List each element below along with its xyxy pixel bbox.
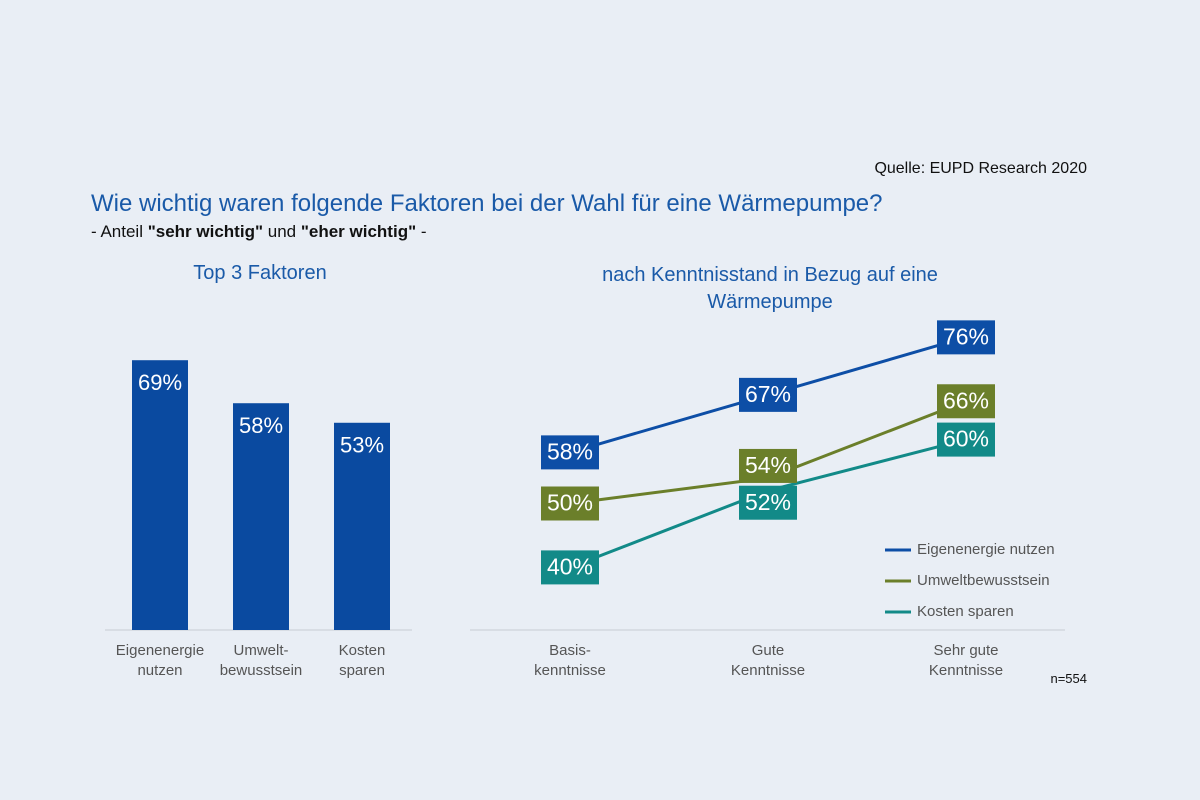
legend-label: Eigenenergie nutzen xyxy=(917,541,1055,558)
bar xyxy=(233,403,289,630)
chart-title: nach Kenntnisstand in Bezug auf eine Wär… xyxy=(602,264,938,313)
value-label: 40% xyxy=(547,553,593,579)
x-tick-label: Sehr gute xyxy=(933,642,998,659)
value-label: 76% xyxy=(943,323,989,349)
main-title: Wie wichtig waren folgende Faktoren bei … xyxy=(91,190,883,217)
value-box xyxy=(937,384,995,419)
x-tick-label: Umwelt- xyxy=(234,642,289,659)
source: Quelle: EUPD Research 2020 xyxy=(874,160,1087,177)
value-box xyxy=(541,435,599,470)
subtitle-part: - xyxy=(416,222,427,241)
x-tick-label: sparen xyxy=(339,662,385,679)
value-label: 67% xyxy=(745,381,791,407)
legend-label: Umweltbewusstsein xyxy=(917,572,1050,589)
value-box xyxy=(739,377,797,412)
x-tick-label: nutzen xyxy=(137,662,182,679)
value-box xyxy=(937,422,995,457)
value-label: 58% xyxy=(547,438,593,464)
value-label: 52% xyxy=(745,489,791,515)
value-label: 69% xyxy=(138,370,182,395)
x-tick-label: bewusstsein xyxy=(220,662,303,679)
x-tick-label: Basis- xyxy=(549,642,591,659)
subtitle-part: "sehr wichtig" xyxy=(147,222,264,241)
x-tick-label: Kosten xyxy=(339,642,386,659)
x-tick-label: Eigenenergie xyxy=(116,642,204,659)
bar xyxy=(132,360,188,630)
chart-title: Top 3 Faktoren xyxy=(193,262,327,284)
value-label: 53% xyxy=(340,433,384,458)
x-tick-label: kenntnisse xyxy=(534,662,606,679)
value-label: 54% xyxy=(745,452,791,478)
bar xyxy=(334,422,390,630)
x-tick-label: Kenntnisse xyxy=(929,662,1003,679)
subtitle: - Anteil "sehr wichtig" und "eher wichti… xyxy=(91,222,427,242)
value-label: 66% xyxy=(943,387,989,413)
x-tick-label: Gute xyxy=(752,642,785,659)
value-box xyxy=(541,550,599,585)
subtitle-part: und xyxy=(263,222,301,241)
value-box xyxy=(739,485,797,520)
x-tick-label: Kenntnisse xyxy=(731,662,805,679)
subtitle-part: - Anteil xyxy=(91,222,148,241)
value-label: 58% xyxy=(239,413,283,438)
value-box xyxy=(541,486,599,521)
value-box xyxy=(937,320,995,355)
value-box xyxy=(739,448,797,483)
value-label: 60% xyxy=(943,426,989,452)
legend-label: Kosten sparen xyxy=(917,603,1014,620)
sample-note: n=554 xyxy=(1050,671,1087,686)
subtitle-part: "eher wichtig" xyxy=(300,222,417,241)
value-label: 50% xyxy=(547,490,593,516)
